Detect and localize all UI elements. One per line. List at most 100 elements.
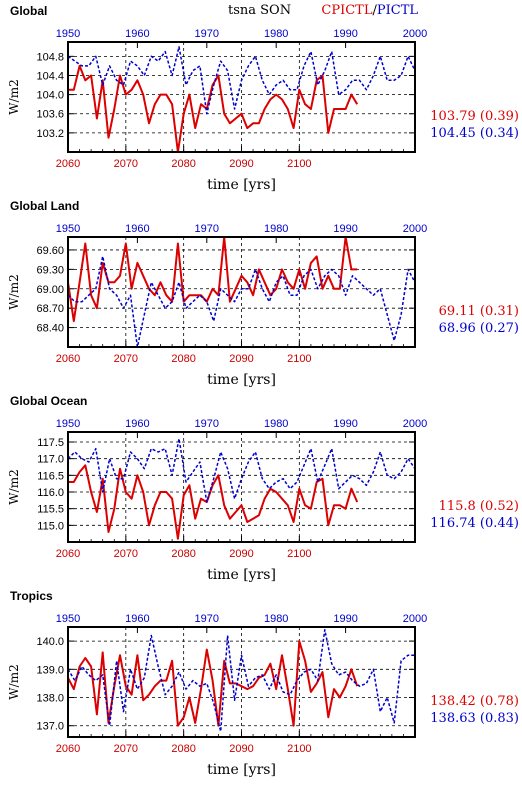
y-tick-label: 117.0 (37, 454, 64, 466)
y-tick-label: 115.0 (37, 520, 64, 532)
y-tick-label: 68.40 (36, 323, 64, 335)
plot-frame (67, 41, 416, 153)
legend-exp2: PICTL (377, 3, 419, 18)
x-bottom-tick-label: 2080 (171, 158, 195, 170)
x-bottom-tick-label: 2060 (56, 743, 80, 755)
y-tick-label: 104.0 (36, 90, 64, 102)
stat-exp1: 138.42 (0.78) (430, 694, 519, 709)
x-bottom-tick-label: 2080 (171, 743, 195, 755)
x-top-tick-label: 1960 (125, 613, 149, 625)
y-tick-label: 104.8 (36, 51, 64, 63)
x-bottom-tick-label: 2070 (114, 353, 138, 365)
plot-frame (67, 626, 416, 738)
chart-panels: Global 104.8 104.4 104.0 103.6 103.2 2060 2070 2… (7, 4, 519, 778)
x-bottom-tick-label: 2070 (114, 158, 138, 170)
x-top-tick-label: 1970 (195, 223, 219, 235)
x-top-tick-label: 1960 (125, 418, 149, 430)
y-tick-label: 69.00 (36, 284, 64, 296)
x-bottom-tick-label: 2090 (229, 743, 253, 755)
stat-exp1: 103.79 (0.39) (430, 109, 519, 124)
y-tick-label: 104.4 (36, 70, 64, 82)
y-axis-label: W/m2 (7, 79, 21, 114)
x-bottom-tick-label: 2100 (287, 158, 311, 170)
series-line-cpictl (67, 236, 358, 323)
plot-frame (67, 236, 416, 348)
experiment-legend: CPICTL/PICTL (321, 3, 418, 18)
stat-exp2: 138.63 (0.83) (430, 711, 519, 726)
series-line-cpictl (68, 464, 359, 540)
y-tick-label: 116.5 (37, 470, 64, 482)
x-bottom-tick-label: 2090 (229, 548, 253, 560)
x-top-tick-label: 1990 (333, 613, 357, 625)
x-bottom-tick-label: 2100 (287, 548, 311, 560)
series-line-pictl (67, 255, 416, 348)
x-top-tick-label: 1960 (125, 223, 149, 235)
legend-exp1: CPICTL (321, 3, 372, 18)
x-top-tick-label: 2000 (403, 418, 427, 430)
series-line-pictl (67, 46, 416, 115)
chart-panel: Global Land 69.60 69.30 69.00 68.70 68.40 2060… (7, 199, 519, 388)
plot-frame (67, 431, 416, 543)
x-axis-label: time [yrs] (207, 567, 276, 583)
x-bottom-tick-label: 2090 (229, 158, 253, 170)
x-top-tick-label: 1980 (264, 418, 288, 430)
y-tick-label: 117.5 (37, 437, 64, 449)
x-bottom-tick-label: 2070 (114, 548, 138, 560)
stat-exp2: 116.74 (0.44) (430, 516, 519, 531)
x-bottom-tick-label: 2060 (56, 353, 80, 365)
x-top-tick-label: 1970 (195, 28, 219, 40)
x-top-tick-label: 1970 (195, 613, 219, 625)
y-tick-label: 139.0 (36, 664, 64, 676)
x-axis-label: time [yrs] (207, 372, 276, 388)
variable-label: tsna SON (228, 3, 291, 18)
x-top-tick-label: 1950 (56, 28, 80, 40)
y-tick-label: 138.0 (36, 693, 64, 705)
x-axis-label: time [yrs] (207, 177, 276, 193)
series-line-pictl (67, 437, 416, 503)
y-tick-label: 116.0 (37, 487, 64, 499)
stat-exp1: 115.8 (0.52) (439, 499, 519, 514)
x-top-tick-label: 1950 (56, 418, 80, 430)
series-line-pictl (67, 629, 415, 733)
x-top-tick-label: 1950 (56, 613, 80, 625)
chart-panel: Global Ocean 117.5 117.0 116.5 116.0 115.5 115… (7, 394, 519, 583)
panel-title: Global (10, 4, 47, 18)
stat-exp2: 104.45 (0.34) (430, 126, 519, 141)
y-axis-label: W/m2 (7, 469, 21, 504)
y-tick-label: 115.5 (37, 504, 64, 516)
x-bottom-tick-label: 2080 (171, 353, 195, 365)
y-tick-label: 69.30 (36, 264, 64, 276)
x-top-tick-label: 1970 (195, 418, 219, 430)
legend-separator: / (372, 3, 377, 18)
x-top-tick-label: 2000 (403, 613, 427, 625)
y-tick-label: 69.60 (36, 245, 64, 257)
series-line-cpictl (68, 64, 359, 153)
x-top-tick-label: 1960 (125, 28, 149, 40)
x-top-tick-label: 2000 (403, 28, 427, 40)
y-axis-label: W/m2 (7, 664, 21, 699)
y-tick-label: 103.6 (36, 109, 64, 121)
x-bottom-tick-label: 2080 (171, 548, 195, 560)
y-tick-label: 68.70 (36, 303, 64, 315)
x-top-tick-label: 1990 (333, 223, 357, 235)
y-tick-label: 140.0 (36, 636, 64, 648)
x-bottom-tick-label: 2060 (56, 158, 80, 170)
x-top-tick-label: 1980 (264, 613, 288, 625)
panel-title: Global Land (10, 199, 79, 213)
series-line-cpictl (67, 640, 359, 727)
chart-panel: Tropics 140.0 139.0 138.0 137.0 2060 2070 2080 2… (7, 589, 519, 778)
chart-panel: Global 104.8 104.4 104.0 103.6 103.2 2060 2070 2… (7, 4, 519, 193)
y-tick-label: 137.0 (36, 721, 64, 733)
x-bottom-tick-label: 2090 (229, 353, 253, 365)
panel-title: Tropics (10, 589, 53, 603)
x-top-tick-label: 1980 (264, 223, 288, 235)
panel-title: Global Ocean (10, 394, 87, 408)
x-bottom-tick-label: 2100 (287, 353, 311, 365)
x-top-tick-label: 1990 (333, 28, 357, 40)
x-top-tick-label: 1990 (333, 418, 357, 430)
stat-exp1: 69.11 (0.31) (439, 304, 519, 319)
stat-exp2: 68.96 (0.27) (439, 321, 519, 336)
x-axis-label: time [yrs] (207, 762, 276, 778)
x-bottom-tick-label: 2100 (287, 743, 311, 755)
